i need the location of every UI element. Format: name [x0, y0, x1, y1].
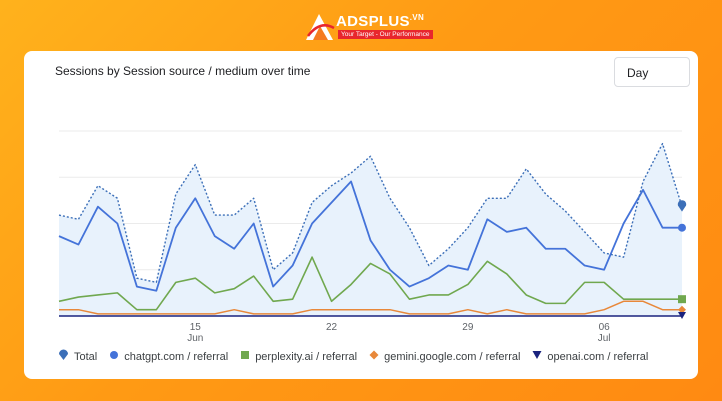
end-marker-perplexity — [678, 295, 686, 304]
brand-name: ADSPLUS.VN — [336, 13, 424, 30]
legend-item-chatgpt: chatgpt.com / referral — [109, 350, 228, 363]
period-selector[interactable]: Day — [614, 57, 690, 87]
series-line-perplexity — [58, 256, 682, 311]
legend-marker-chatgpt-icon — [109, 350, 119, 363]
legend-item-total: Total — [58, 349, 97, 364]
series-line-total — [58, 142, 683, 284]
x-tick-month: Jul — [598, 333, 611, 344]
legend-item-gemini: gemini.google.com / referral — [369, 350, 520, 363]
chart-card: Sessions by Session source / medium over… — [24, 51, 698, 379]
chart-legend: Total chatgpt.com / referral perplexity.ai… — [58, 349, 660, 364]
end-marker-openai — [678, 312, 686, 319]
legend-item-openai: openai.com / referral — [532, 350, 648, 363]
brand-tagline: Your Target - Our Performance — [338, 30, 433, 39]
total-area — [59, 143, 682, 316]
end-marker-total — [677, 200, 687, 212]
legend-item-perplexity: perplexity.ai / referral — [240, 350, 357, 363]
x-tick-label: 06 — [599, 322, 611, 333]
chart-title: Sessions by Session source / medium over… — [55, 64, 311, 78]
x-tick-label: 22 — [326, 322, 338, 333]
logo-mark-icon — [306, 14, 335, 40]
legend-label: Total — [74, 350, 98, 363]
brand-logo: ADSPLUS.VN Your Target - Our Performance — [304, 10, 433, 46]
series-line-chatgpt — [58, 180, 682, 292]
x-tick-label: 29 — [462, 322, 474, 333]
legend-marker-total-icon — [58, 349, 69, 364]
brand-suffix: .VN — [409, 13, 425, 22]
legend-marker-perplexity-icon — [240, 350, 250, 363]
legend-label: chatgpt.com / referral — [124, 350, 229, 363]
legend-label: openai.com / referral — [547, 350, 649, 363]
legend-marker-gemini-icon — [369, 350, 379, 363]
legend-marker-openai-icon — [532, 350, 542, 363]
series-line-gemini — [59, 300, 682, 315]
brand-name-text: ADSPLUS — [336, 13, 410, 30]
end-marker-chatgpt — [678, 223, 686, 232]
x-tick-month: Jun — [187, 333, 203, 344]
legend-label: perplexity.ai / referral — [255, 350, 358, 363]
legend-label: gemini.google.com / referral — [384, 350, 521, 363]
period-selector-label: Day — [627, 66, 649, 80]
x-tick-label: 15 — [190, 322, 202, 333]
end-marker-gemini — [678, 305, 686, 314]
